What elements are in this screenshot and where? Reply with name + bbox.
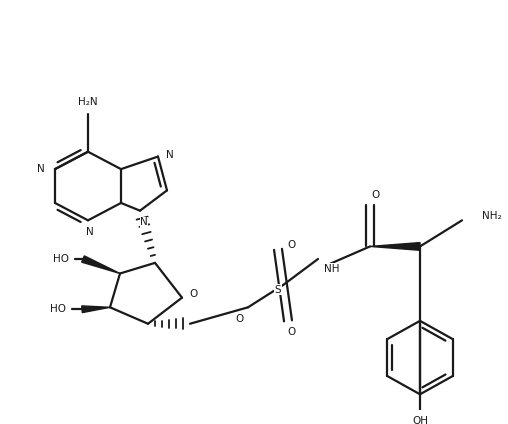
Text: HO: HO (50, 304, 66, 314)
Text: H₂N: H₂N (78, 98, 98, 107)
Text: N: N (140, 217, 148, 227)
Text: S: S (275, 285, 281, 295)
Text: HO: HO (53, 254, 69, 264)
Text: N: N (166, 150, 174, 159)
Polygon shape (82, 306, 110, 312)
Text: O: O (288, 240, 296, 251)
Text: O: O (371, 190, 379, 200)
Text: NH₂: NH₂ (482, 212, 501, 221)
Text: O: O (288, 327, 296, 338)
Text: N: N (37, 164, 45, 174)
Text: O: O (190, 289, 198, 299)
Polygon shape (370, 243, 420, 250)
Polygon shape (82, 256, 120, 273)
Text: N: N (86, 227, 94, 237)
Text: NH: NH (324, 264, 340, 273)
Text: OH: OH (412, 416, 428, 424)
Text: O: O (236, 314, 244, 324)
